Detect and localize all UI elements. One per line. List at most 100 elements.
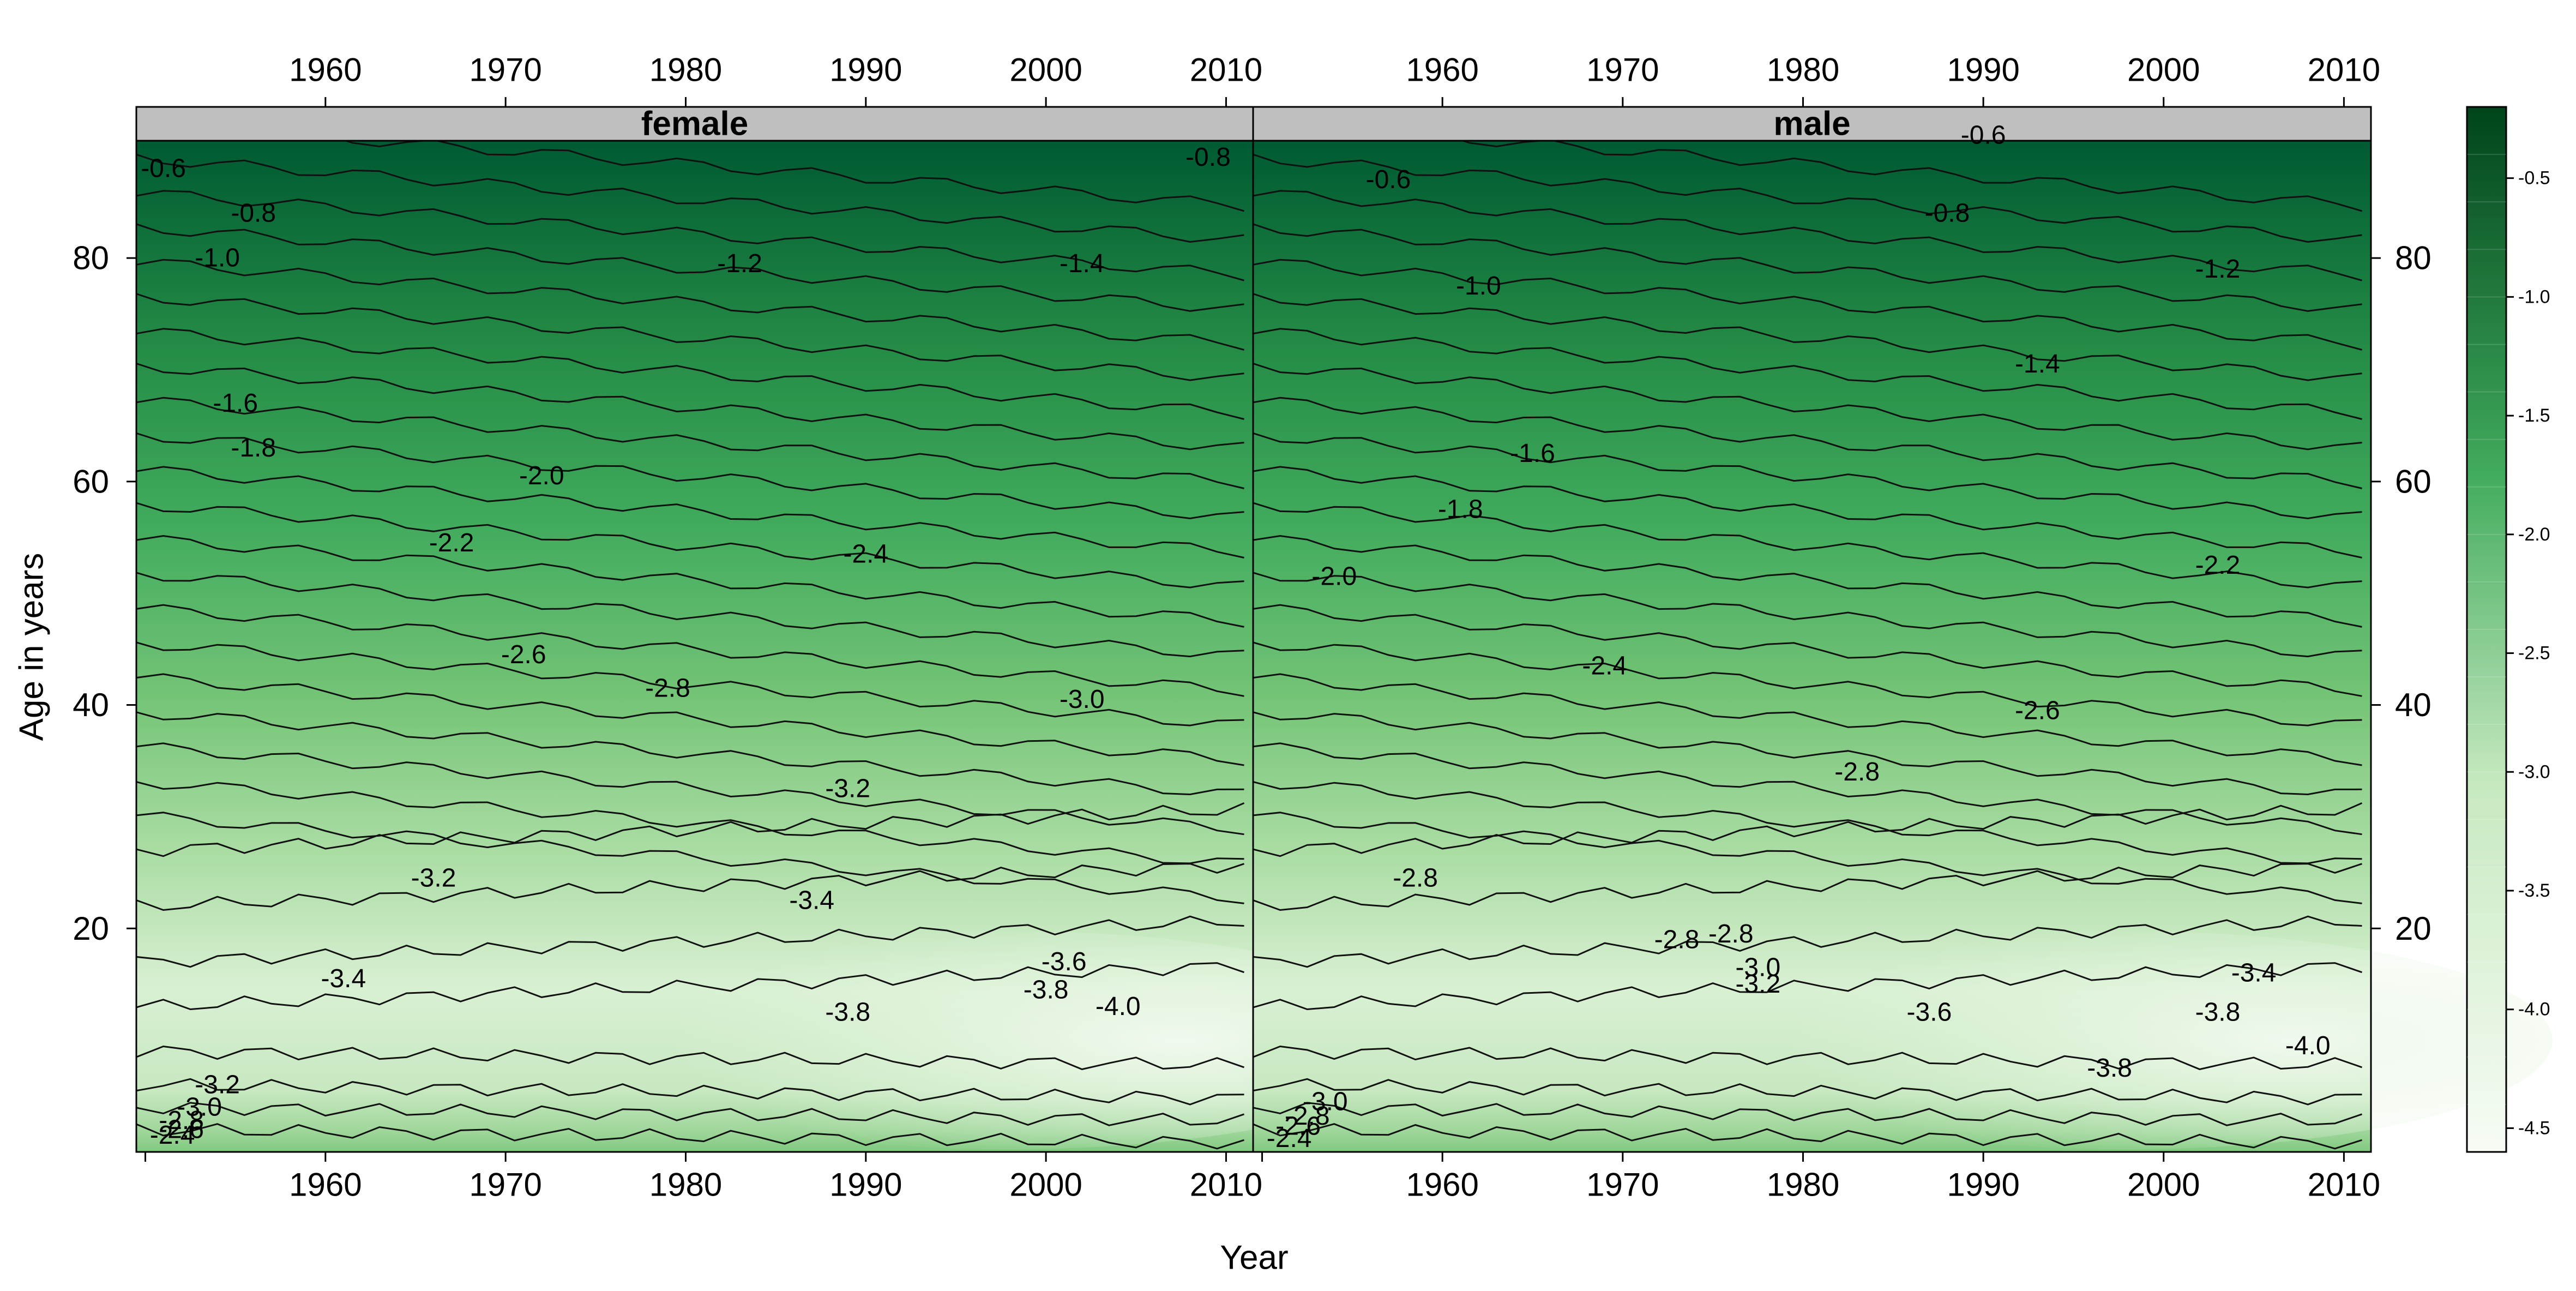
axis-ticks: 1960 1960 1970 1970 1980 1980 1990 1990 2000 2000… (73, 52, 2431, 1203)
x-tick-label: 1960 (289, 1167, 362, 1203)
contour-value-label: -2.0 (519, 461, 564, 490)
contour-line (136, 397, 1244, 489)
contour-value-label: -1.4 (1060, 249, 1105, 278)
contour-value-label: -3.4 (321, 964, 366, 993)
contour-value-label: -2.8 (159, 1106, 204, 1135)
contour-value-label: -2.4 (150, 1121, 195, 1150)
y-tick-label: 40 (73, 687, 109, 723)
contour-value-label: -3.6 (1907, 998, 1952, 1026)
contour-value-label: -2.2 (429, 529, 474, 557)
y-tick-label: 60 (2395, 463, 2431, 500)
y-tick-label: 80 (73, 240, 109, 277)
x-tick-label: 1980 (1767, 52, 1839, 88)
colorbar-tick-label: -1.0 (2518, 286, 2550, 307)
contour-line (343, 141, 1244, 212)
x-tick-label: 2000 (2127, 1167, 2200, 1203)
contour-value-label: -2.8 (1285, 1102, 1330, 1131)
contour-line (1253, 802, 2363, 857)
contour-labels: -0.6 -0.8 -0.8 -1.0 -1.2 -1.4 -1.6 -1.8 -2.0 -2.2… (141, 121, 2330, 1153)
contour-value-label: -3.4 (789, 886, 834, 915)
colorbar: -0.5 -1.0 -1.5 -2.0 -2.5 -3.0 -3.5 -4.0 -4.5 (2466, 106, 2550, 1153)
x-tick-label: 1980 (1767, 1167, 1839, 1203)
contour-line (136, 863, 1244, 911)
contour-line (136, 432, 1244, 520)
contour-value-label: -3.2 (825, 774, 870, 803)
y-tick-label: 80 (2395, 240, 2431, 277)
contour-line (136, 466, 1244, 559)
contour-value-label: -1.6 (1510, 439, 1555, 468)
contour-value-label: -3.0 (1060, 685, 1105, 714)
contour-value-label: -3.8 (2195, 998, 2241, 1026)
x-tick-label: 1980 (649, 1167, 722, 1203)
x-tick-label: 2010 (1190, 52, 1262, 88)
panel-strip-label: male (1773, 105, 1850, 143)
contour-line (1253, 153, 2362, 243)
contour-line (1253, 432, 2362, 520)
x-tick-label: 2000 (1009, 52, 1082, 88)
contour-value-label: -3.6 (1042, 947, 1087, 976)
contour-value-label: -1.0 (1456, 272, 1501, 301)
contour-line (1253, 293, 2362, 381)
contour-line (136, 363, 1244, 451)
contour-value-label: -0.6 (1366, 165, 1411, 194)
y-tick-label: 20 (2395, 910, 2431, 947)
contour-line (136, 781, 1244, 864)
contour-value-label: -0.6 (1961, 121, 2006, 149)
low-value-region (1702, 931, 2553, 1150)
contour-line (136, 190, 1244, 281)
contour-value-label: -0.8 (1925, 199, 1970, 228)
contour-value-label: -1.6 (213, 389, 258, 418)
contour-line (136, 604, 1244, 697)
contour-value-label: -2.2 (2195, 551, 2241, 580)
colorbar-tick-label: -3.0 (2518, 761, 2550, 782)
x-tick-label: 1960 (289, 52, 362, 88)
contour-value-label: -3.4 (2231, 959, 2277, 988)
contour-line (136, 812, 1244, 904)
contour-value-label: -3.0 (1303, 1087, 1348, 1116)
colorbar-tick-label: -0.5 (2518, 168, 2550, 189)
x-tick-label: 2010 (2308, 52, 2380, 88)
contour-line (136, 293, 1244, 381)
x-tick-label: 1960 (1406, 52, 1478, 88)
x-tick-label: 1970 (1586, 1167, 1659, 1203)
x-tick-label: 1970 (469, 1167, 541, 1203)
panel-strip (1252, 106, 2372, 142)
contour-value-label: -2.8 (1393, 864, 1438, 893)
contour-line (136, 572, 1244, 658)
x-tick-label: 1970 (1586, 52, 1659, 88)
y-tick-label: 60 (73, 463, 109, 500)
contour-line (1253, 812, 2362, 904)
contour-line (1253, 363, 2362, 451)
contour-line (1253, 1123, 2362, 1150)
x-tick-label: 2010 (1190, 1167, 1262, 1203)
contour-line (1253, 742, 2362, 836)
contour-value-label: -3.2 (411, 864, 456, 893)
contour-line (136, 259, 1244, 351)
colorbar-tick-label: -3.5 (2518, 880, 2550, 901)
contour-line (1253, 1045, 2362, 1071)
x-tick-label: 1960 (1406, 1167, 1478, 1203)
contour-value-label: -2.6 (1275, 1112, 1321, 1140)
contour-line (1253, 781, 2362, 864)
contour-value-label: -1.8 (231, 434, 276, 463)
contour-line (1253, 190, 2362, 281)
contour-line (1253, 259, 2362, 351)
colorbar-tick-label: -4.0 (2518, 999, 2550, 1020)
contour-value-label: -2.0 (1311, 562, 1357, 591)
contour-line (136, 742, 1244, 836)
contour-value-label: -2.8 (1654, 925, 1700, 954)
colorbar-tick-label: -1.5 (2518, 405, 2550, 426)
contour-line (1253, 1102, 2362, 1126)
contour-line (1253, 466, 2362, 559)
contour-value-label: -2.8 (645, 674, 690, 702)
contour-line (1253, 535, 2362, 628)
contour-line (136, 915, 1244, 968)
contour-line (1253, 962, 2362, 1011)
panel-strip-label: female (641, 105, 748, 143)
contour-line (136, 328, 1244, 420)
panel-strips: female male (135, 105, 2372, 143)
contour-line (136, 223, 1244, 312)
x-tick-label: 1990 (1947, 52, 2019, 88)
x-tick-label: 1990 (829, 1167, 902, 1203)
